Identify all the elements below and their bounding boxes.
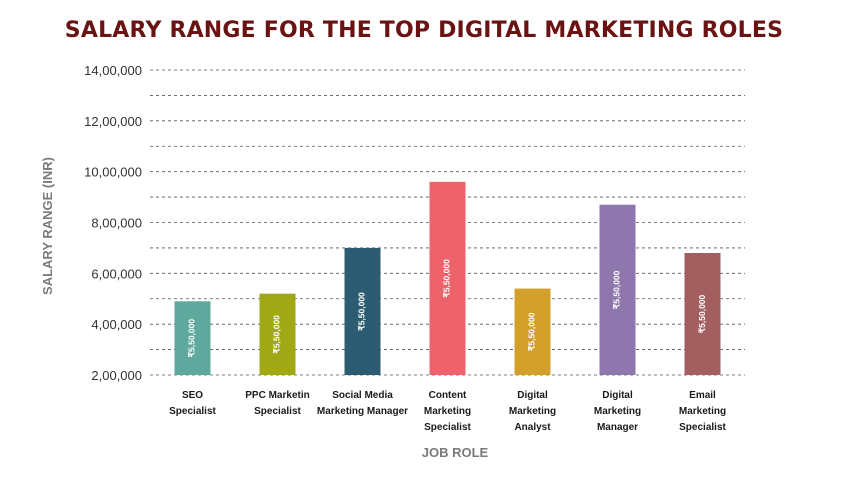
x-tick-label: Digital bbox=[517, 390, 548, 401]
bar bbox=[599, 204, 636, 375]
x-axis-title: JOB ROLE bbox=[422, 445, 489, 460]
x-tick-label: PPC Marketin bbox=[245, 390, 309, 401]
x-tick-label: SEO bbox=[182, 390, 203, 401]
x-tick-label: Marketing bbox=[424, 406, 471, 417]
bars: ₹5,50,000 ₹5,50,000 ₹5,50,000 ₹5,50,000 ₹5,5… bbox=[174, 181, 721, 375]
bar bbox=[429, 181, 466, 375]
y-tick-label: 4,00,000 bbox=[91, 317, 142, 332]
y-axis-title: SALARY RANGE (INR) bbox=[40, 157, 55, 295]
y-axis-ticks: 2,00,000 4,00,000 6,00,000 8,00,000 10,00,00… bbox=[84, 63, 142, 383]
x-tick-label: Specialist bbox=[424, 422, 471, 433]
bar-data-label: ₹5,50,000 bbox=[442, 259, 452, 298]
x-tick-label: Manager bbox=[597, 422, 638, 433]
x-tick-label: Marketing bbox=[594, 406, 641, 417]
x-tick-label: Marketing bbox=[509, 406, 556, 417]
x-tick-label: Marketing bbox=[679, 406, 726, 417]
y-tick-label: 14,00,000 bbox=[84, 63, 142, 78]
y-tick-label: 2,00,000 bbox=[91, 368, 142, 383]
x-tick-label: Email bbox=[689, 390, 716, 401]
bar bbox=[514, 288, 551, 375]
y-tick-label: 8,00,000 bbox=[91, 216, 142, 231]
y-tick-label: 6,00,000 bbox=[91, 266, 142, 281]
bar-data-label: ₹5,50,000 bbox=[697, 294, 707, 333]
bar bbox=[684, 253, 721, 375]
x-tick-label: Analyst bbox=[514, 422, 551, 433]
bar-data-label: ₹5,50,000 bbox=[187, 319, 197, 358]
x-tick-label: Content bbox=[429, 390, 467, 401]
bar bbox=[344, 247, 381, 375]
chart-title: SALARY RANGE FOR THE TOP DIGITAL MARKETI… bbox=[64, 18, 784, 43]
x-tick-label: Specialist bbox=[169, 406, 216, 417]
bar-data-label: ₹5,50,000 bbox=[357, 292, 367, 331]
bar bbox=[259, 293, 296, 375]
bar-data-label: ₹5,50,000 bbox=[612, 270, 622, 309]
bar-data-label: ₹5,50,000 bbox=[527, 312, 537, 351]
bar bbox=[174, 301, 211, 375]
x-axis-categories: SEO Specialist PPC Marketin Specialist Socia… bbox=[169, 390, 726, 433]
x-tick-label: Specialist bbox=[679, 422, 726, 433]
x-tick-label: Digital bbox=[602, 390, 633, 401]
x-tick-label: Marketing Manager bbox=[317, 406, 408, 417]
bar-data-label: ₹5,50,000 bbox=[272, 315, 282, 354]
y-tick-label: 10,00,000 bbox=[84, 165, 142, 180]
x-tick-label: Social Media bbox=[332, 390, 393, 401]
x-tick-label: Specialist bbox=[254, 406, 301, 417]
y-tick-label: 12,00,000 bbox=[84, 114, 142, 129]
